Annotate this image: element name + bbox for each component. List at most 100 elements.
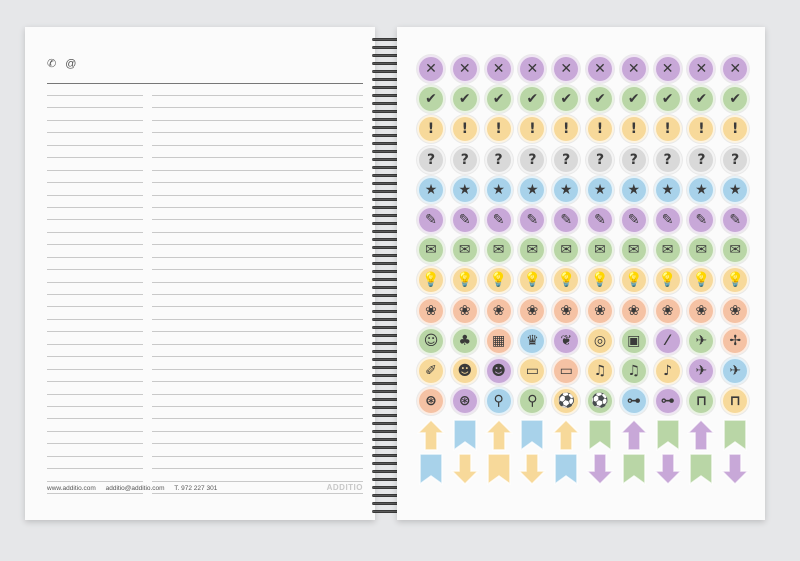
- ruled-line: [152, 405, 363, 407]
- ribbon-icon: [552, 453, 580, 490]
- ruled-line: [47, 368, 143, 370]
- ruled-line: [47, 343, 143, 345]
- spiral-coil: [372, 270, 400, 273]
- exclamation-icon: !: [450, 115, 479, 144]
- crown-icon: ♛: [518, 326, 547, 355]
- spiral-coil: [372, 246, 400, 249]
- close-icon: ✕: [417, 55, 445, 83]
- spiral-coil: [372, 78, 400, 81]
- dumbbell-icon: ⊶: [619, 387, 648, 416]
- down-arrow-icon: [585, 453, 615, 490]
- ribbon-icon: [620, 453, 648, 490]
- spiral-coil: [372, 414, 400, 417]
- footer-phone: T. 972 227 301: [174, 485, 218, 492]
- paw-icon: ❀: [619, 296, 648, 325]
- spiral-coil: [372, 374, 400, 377]
- up-arrow-icon: [416, 419, 446, 456]
- spiral-coil: [372, 70, 400, 73]
- spiral-coil: [372, 190, 400, 193]
- ruled-line: [47, 281, 143, 283]
- ruled-line: [47, 294, 143, 295]
- question-icon: ?: [417, 145, 445, 174]
- spiral-coil: [372, 502, 400, 505]
- spiral-coil: [372, 102, 400, 105]
- ruled-line: [152, 119, 363, 121]
- envelope-icon: ✉: [619, 236, 648, 265]
- spiral-coil: [372, 438, 400, 441]
- spiral-coil: [372, 486, 400, 489]
- paw-icon: ❀: [450, 296, 479, 325]
- pencil-icon: ✎: [619, 206, 648, 234]
- ruled-line: [152, 418, 363, 420]
- star-icon: ★: [552, 175, 581, 204]
- pattern-icon: ▦: [484, 326, 513, 355]
- ruled-line: [152, 256, 363, 258]
- check-icon: ✔: [450, 85, 479, 114]
- ruled-line: [47, 231, 143, 233]
- pencil-icon: ✎: [552, 206, 581, 234]
- exclamation-icon: !: [586, 115, 614, 144]
- wide-ruled-column: [152, 95, 363, 505]
- pencil-icon: ✎: [721, 206, 750, 234]
- narrow-ruled-column: [47, 95, 143, 505]
- pen-icon: ✐: [417, 357, 445, 385]
- spiral-coil: [372, 262, 400, 265]
- close-icon: ✕: [687, 55, 716, 83]
- ruled-line: [47, 318, 143, 320]
- ruled-line: [152, 169, 363, 171]
- ribbon-icon: [687, 453, 715, 490]
- envelope-icon: ✉: [687, 236, 716, 265]
- pumpkin-icon: ☺: [417, 326, 445, 355]
- tree-icon: ♣: [450, 326, 479, 355]
- spiral-coil: [372, 390, 400, 393]
- lightbulb-icon: 💡: [484, 266, 513, 295]
- lightbulb-icon: 💡: [721, 266, 750, 295]
- lightbulb-icon: 💡: [552, 266, 581, 295]
- music-icon: ♫: [619, 357, 648, 385]
- exclamation-icon: !: [417, 115, 445, 144]
- ruled-line: [47, 331, 143, 333]
- basketball-icon: ⊛: [417, 387, 445, 416]
- ruled-line: [47, 256, 143, 258]
- spiral-coil: [372, 198, 400, 201]
- envelope-icon: ✉: [552, 236, 581, 265]
- brand-logo: ADDITIO: [326, 483, 363, 492]
- lightbulb-icon: 💡: [450, 266, 479, 295]
- ruled-line: [152, 95, 363, 96]
- envelope-icon: ✉: [518, 236, 547, 265]
- spiral-coil: [372, 350, 400, 353]
- spiral-coil: [372, 46, 400, 49]
- lightbulb-icon: 💡: [586, 266, 614, 295]
- ruled-line: [152, 107, 363, 109]
- spiral-coil: [372, 206, 400, 209]
- envelope-icon: ✉: [417, 236, 445, 265]
- ribbon-icon: [518, 419, 546, 456]
- ruled-line: [47, 132, 143, 134]
- soccer-icon: ⚽: [586, 387, 614, 416]
- paw-icon: ❀: [586, 296, 614, 325]
- spiral-coil: [372, 54, 400, 57]
- spiral-coil: [372, 462, 400, 465]
- spiral-coil: [372, 238, 400, 241]
- spiral-coil: [372, 110, 400, 113]
- spiral-coil: [372, 326, 400, 329]
- ruled-line: [47, 405, 143, 407]
- spiral-coil: [372, 294, 400, 297]
- ribbon-icon: [451, 419, 479, 456]
- spiral-coil: [372, 406, 400, 409]
- spiral-coil: [372, 278, 400, 281]
- spiral-coil: [372, 174, 400, 177]
- down-arrow-icon: [720, 453, 750, 490]
- ruled-line: [47, 306, 143, 308]
- up-arrow-icon: [618, 419, 649, 456]
- spiral-coil: [372, 222, 400, 225]
- ribbon-icon: [417, 453, 445, 490]
- ruled-line: [47, 219, 143, 221]
- ruled-line: [47, 107, 143, 109]
- book-icon: ▣: [619, 326, 648, 355]
- spiral-coil: [372, 150, 400, 153]
- spiral-coil: [372, 158, 400, 161]
- star-icon: ★: [484, 175, 513, 204]
- question-icon: ?: [450, 145, 479, 174]
- mask-icon: ❦: [552, 326, 581, 355]
